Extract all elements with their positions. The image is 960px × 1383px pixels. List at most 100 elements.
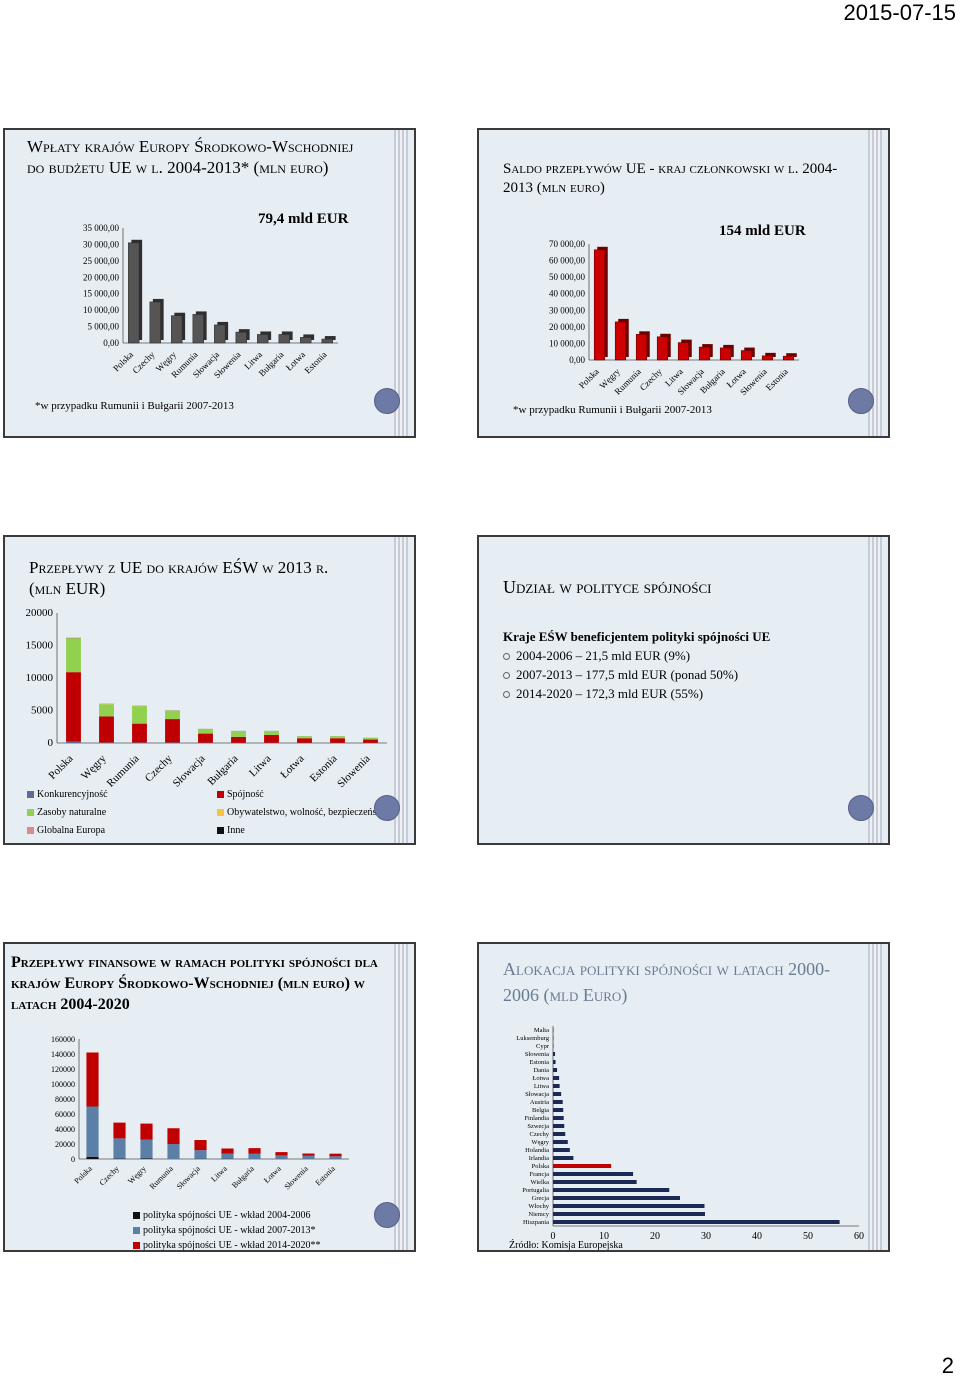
legend-item: polityka spójności UE - wkład 2014-2020*… [133, 1240, 321, 1251]
y-tick-label: 15000 [26, 640, 54, 652]
bar [677, 342, 690, 361]
legend-item: Konkurencyjność [27, 789, 108, 800]
slide-button[interactable] [374, 388, 400, 414]
legend-label: Spójność [227, 789, 264, 800]
bar-segment [86, 1106, 99, 1157]
bar-segment [198, 729, 213, 734]
bar [553, 1052, 556, 1056]
legend-item: Zasoby naturalne [27, 807, 106, 818]
bar [553, 1036, 554, 1040]
x-tick-label: 50 [803, 1231, 813, 1242]
y-tick-label: 20000 [55, 1140, 75, 1149]
legend-label: Inne [227, 825, 245, 836]
bar [257, 334, 269, 344]
legend-item: Globalna Europa [27, 825, 105, 836]
bar [635, 334, 648, 361]
slide-button[interactable] [848, 795, 874, 821]
bullet-item: 2014-2020 – 172,3 mld EUR (55%) [503, 686, 770, 702]
y-tick-label: Grecja [532, 1195, 549, 1202]
bar [192, 314, 204, 344]
bar [656, 336, 669, 361]
bar-segment [165, 710, 180, 720]
bar [128, 242, 140, 344]
y-tick-label: 140000 [51, 1050, 75, 1059]
bar-segment [248, 1148, 261, 1154]
bar-segment [194, 1140, 207, 1151]
slide-stripe [868, 130, 882, 436]
bar-segment [99, 704, 114, 717]
bar [553, 1164, 612, 1168]
y-tick-label: 25 000,00 [83, 256, 120, 266]
y-tick-label: Łotwa [532, 1075, 549, 1082]
bar-segment [99, 742, 114, 743]
y-tick-label: Estonia [530, 1059, 550, 1066]
y-tick-label: 0,00 [103, 338, 119, 348]
bar [300, 337, 312, 344]
bullet-item: 2004-2006 – 21,5 mld EUR (9%) [503, 648, 770, 664]
slide-stripe [394, 537, 408, 843]
bar-segment [198, 733, 213, 743]
y-tick-label: Cypr [536, 1043, 550, 1050]
y-tick-label: 70 000,00 [549, 239, 586, 249]
bullet-text: 2007-2013 – 177,5 mld EUR (ponad 50%) [516, 667, 739, 682]
chart-balance: 0,00 10 000,00 20 000,00 30 000,00 40 000,00… [549, 223, 806, 397]
x-tick-label: Estonia [764, 366, 790, 392]
x-tick-label: 20 [650, 1231, 660, 1242]
slide-button[interactable] [848, 388, 874, 414]
legend-label: Obywatelstwo, wolność, bezpieczeństwo [227, 807, 392, 818]
bar-segment [113, 1138, 126, 1159]
bar [553, 1100, 563, 1104]
chart-contributions: 0,00 5 000,00 10 000,00 15 000,00 20 000,00 2… [83, 211, 349, 380]
bar [553, 1212, 705, 1216]
y-tick-label: Szwecja [527, 1123, 549, 1130]
legend-swatch [217, 791, 224, 798]
slide-button[interactable] [374, 795, 400, 821]
y-tick-label: Słowacja [525, 1091, 549, 1098]
bullet-ring-icon [503, 652, 510, 660]
bar-segment [363, 739, 378, 743]
x-tick-label: 0 [551, 1231, 556, 1242]
legend-swatch [133, 1227, 140, 1234]
bar [593, 249, 606, 361]
bar [553, 1172, 634, 1176]
legend-item: Inne [217, 825, 245, 836]
bar-segment [302, 1153, 315, 1156]
page-number: 2 [941, 1353, 954, 1378]
y-tick-label: Włochy [528, 1203, 549, 1210]
bar [149, 301, 161, 344]
bar-segment [363, 737, 378, 740]
y-tick-label: 35 000,00 [83, 223, 120, 233]
y-tick-label: Węgry [531, 1139, 549, 1146]
bar [278, 334, 290, 344]
bar-segment [194, 1150, 207, 1159]
bar [553, 1204, 705, 1208]
bar [761, 355, 774, 361]
slide-stripe [394, 130, 408, 436]
bar [553, 1180, 637, 1184]
slide-button[interactable] [374, 1202, 400, 1228]
bar-segment [66, 672, 81, 742]
bar [553, 1084, 560, 1088]
chart-legend: polityka spójności UE - wkład 2004-2006 p… [5, 944, 414, 1251]
slide-title: Wpłaty krajów Europy Środkowo-Wschodniej… [27, 137, 354, 177]
y-tick-label: Słowenia [525, 1051, 549, 1058]
slide-allocation: Alokacja polityki spójności w latach 200… [477, 942, 890, 1252]
bar [719, 347, 732, 361]
slide-title: Przepływy z UE do krajów EŚW w 2013 r. (… [29, 558, 329, 598]
y-tick-label: 0 [71, 1155, 75, 1164]
bar-segment [86, 1156, 99, 1159]
y-tick-label: 50 000,00 [549, 272, 586, 282]
bar [553, 1068, 558, 1072]
bar-segment [221, 1148, 234, 1154]
y-tick-label: 20000 [26, 607, 54, 619]
y-tick-label: Holandia [525, 1147, 549, 1154]
bar-segment [165, 719, 180, 743]
bar [553, 1060, 556, 1064]
bar [214, 324, 226, 344]
bullet-heading: Kraje EŚW beneficjentem polityki spójnoś… [503, 629, 771, 644]
legend-label: polityka spójności UE - wkład 2014-2020*… [143, 1240, 321, 1251]
legend-swatch [27, 791, 34, 798]
y-tick-label: 30 000,00 [83, 239, 120, 249]
legend-label: polityka spójności UE - wkład 2007-2013* [143, 1225, 316, 1236]
